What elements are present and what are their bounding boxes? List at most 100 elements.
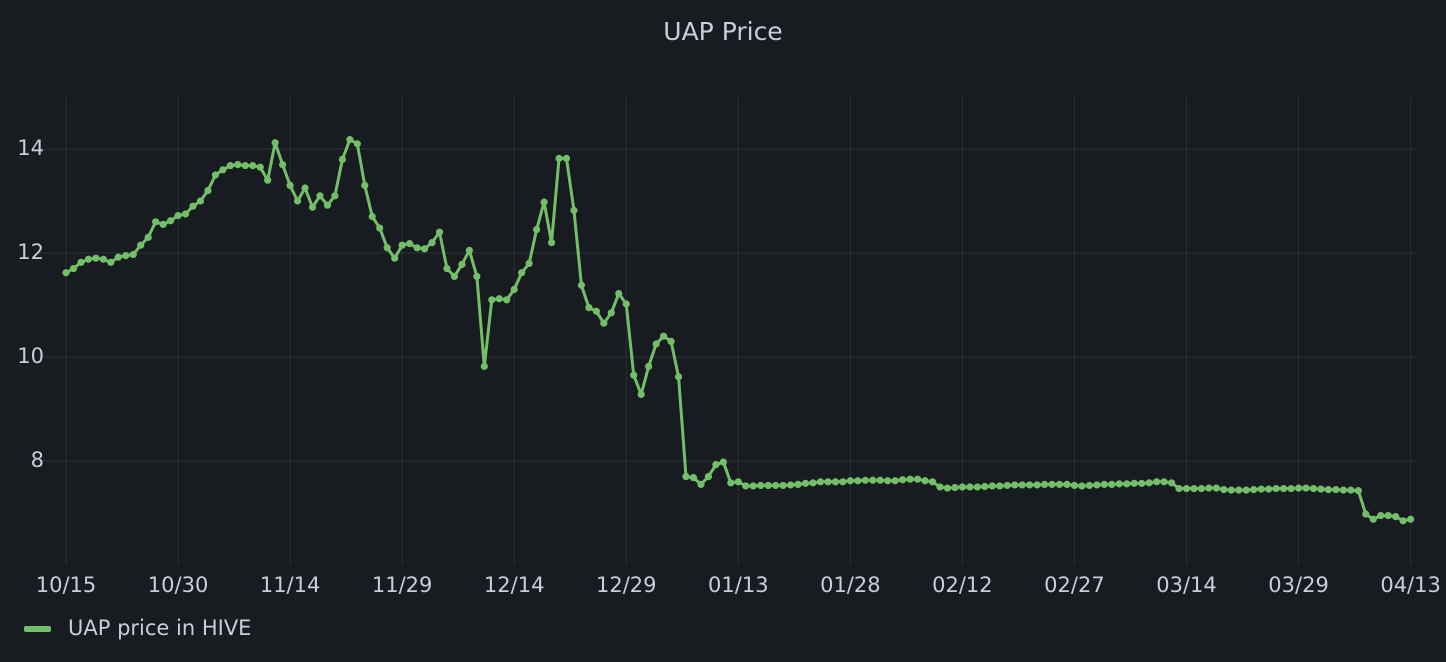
price-point [1317,485,1325,493]
price-point [1362,510,1370,518]
price-point [107,258,115,266]
price-point [234,161,242,169]
price-point [368,213,376,221]
price-point [854,477,862,485]
price-point [1108,480,1116,488]
price-point [271,139,279,147]
x-tick-label: 02/27 [1044,573,1105,597]
x-tick-label: 11/29 [372,573,433,597]
price-point [645,362,653,370]
price-point [577,281,586,289]
price-point [779,481,787,490]
price-point [159,220,167,228]
price-point [84,255,93,263]
price-point [615,289,623,298]
price-point [458,260,466,269]
price-point [1160,478,1168,486]
price-point [129,250,137,259]
price-point [219,166,227,174]
price-point [652,340,660,348]
price-point [152,218,160,226]
price-point [1175,484,1183,493]
price-point [495,295,503,303]
price-point [383,244,391,252]
price-point [1399,517,1407,525]
price-point [122,252,130,260]
price-point [1294,484,1303,492]
y-tick-label: 10 [17,344,44,368]
price-point [480,362,488,370]
price-point [1227,486,1235,494]
price-point [1115,480,1123,488]
price-point [958,483,967,491]
price-point [241,162,249,170]
price-point [376,224,384,232]
price-point [1190,484,1198,493]
price-point [660,332,668,340]
price-point [943,484,952,492]
price-point [1003,481,1011,490]
price-point [757,481,765,490]
price-point [338,155,346,163]
price-point [809,479,817,487]
price-point [1100,480,1108,488]
price-point [77,258,85,266]
price-point [951,483,959,492]
price-point [1212,484,1220,492]
price-point [1085,481,1093,490]
price-point [406,240,414,248]
price-point [391,254,399,262]
price-point [1018,481,1026,489]
price-point [1063,480,1071,488]
price-point [697,480,705,488]
price-point [973,483,981,491]
price-point [1138,479,1146,487]
price-point [1026,481,1034,489]
price-point [331,192,339,200]
price-point [727,479,735,487]
price-point [1354,487,1362,495]
price-point [308,203,317,211]
price-point [450,272,459,280]
price-point [1287,484,1295,493]
price-point [712,461,720,469]
price-point [196,197,205,205]
price-point [1011,481,1019,489]
price-point [1145,479,1153,487]
price-point [1048,480,1056,488]
price-point [533,226,541,234]
x-tick-label: 10/30 [148,573,209,597]
price-point [428,239,436,247]
price-point [869,476,877,484]
price-point [346,136,354,144]
price-point [256,163,264,171]
price-point [1197,484,1206,493]
x-tick-label: 03/29 [1268,573,1329,597]
price-point [742,482,750,490]
price-point [734,478,742,486]
price-point [622,300,630,308]
price-point [398,241,406,249]
price-point [92,254,100,262]
price-point [988,482,996,490]
price-point [899,476,907,484]
price-point [682,473,690,481]
price-point [1070,481,1079,490]
price-point [181,210,190,218]
x-tick-label: 01/13 [708,573,769,597]
price-point [764,481,772,490]
price-point [211,171,219,179]
price-point [966,483,974,491]
y-tick-label: 14 [17,136,44,160]
price-point [525,259,533,267]
price-point [99,255,107,263]
price-point [816,478,825,486]
price-point [518,269,526,277]
price-point [607,309,615,317]
price-point [279,161,287,169]
price-point [846,477,854,485]
price-point [981,482,989,491]
price-point [264,176,272,184]
price-point [435,228,444,236]
